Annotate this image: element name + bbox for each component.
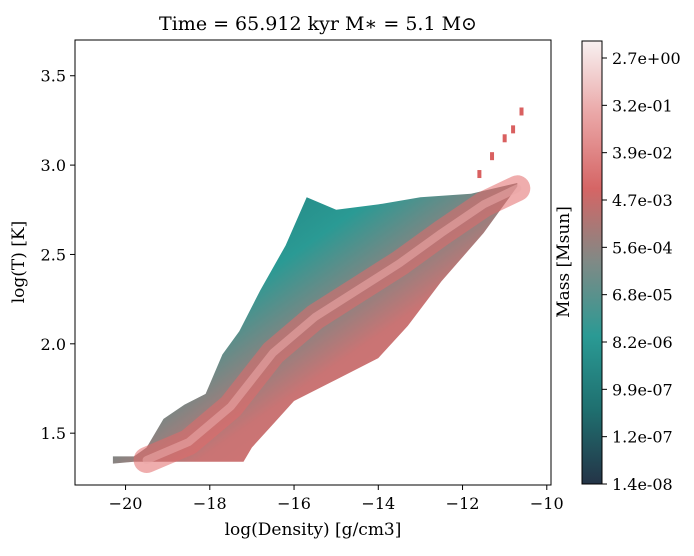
- colorbar-tick-label: 6.8e-05: [612, 286, 673, 305]
- axes-frame: [74, 39, 552, 486]
- y-tick-label: 2.5: [41, 245, 66, 264]
- x-tick-label: −14: [361, 494, 395, 513]
- y-tick-label: 1.5: [41, 424, 66, 443]
- y-tick-label: 2.0: [41, 335, 66, 354]
- colorbar-tick-label: 4.7e-03: [612, 191, 673, 210]
- colorbar-tick-label: 3.2e-01: [612, 96, 673, 115]
- x-tick-label: −10: [530, 494, 564, 513]
- colorbar-tick-label: 1.2e-07: [612, 428, 673, 447]
- outlier-point: [477, 170, 482, 179]
- x-tick-label: −18: [193, 494, 227, 513]
- y-tick-label: 3.5: [41, 67, 66, 86]
- y-axis-label: log(T) [K]: [9, 221, 29, 304]
- colorbar: [581, 40, 603, 485]
- y-axis-ticks: 1.5 2.0 2.5 3.0 3.5: [41, 67, 75, 443]
- colorbar-tick-label: 2.7e+00: [612, 49, 681, 68]
- x-axis-ticks: −20 −18 −16 −14 −12 −10: [109, 485, 564, 513]
- colorbar-tick-label: 9.9e-07: [612, 380, 673, 399]
- x-axis-label: log(Density) [g/cm3]: [225, 520, 402, 540]
- colorbar-tick-label: 8.2e-06: [612, 333, 673, 352]
- peak-mass-ridge: [142, 184, 522, 464]
- x-tick-label: −16: [277, 494, 311, 513]
- outlier-point: [490, 152, 495, 161]
- outlier-point: [511, 125, 516, 134]
- colorbar-label: Mass [Msun]: [554, 206, 574, 318]
- y-tick-label: 3.0: [41, 156, 66, 175]
- colorbar-tick-label: 3.9e-02: [612, 144, 673, 163]
- outlier-point: [519, 107, 524, 116]
- x-tick-label: −20: [109, 494, 143, 513]
- colorbar-tick-label: 1.4e-08: [612, 475, 673, 494]
- outlier-point: [502, 134, 507, 143]
- colorbar-tick-label: 5.6e-04: [612, 238, 673, 257]
- x-tick-label: −12: [446, 494, 480, 513]
- colorbar-ticks: 1.4e-08 1.2e-07 9.9e-07 8.2e-06 6.8e-05 5.6e-…: [602, 49, 681, 494]
- chart-title: Time = 65.912 kyr M∗ = 5.1 M⊙: [159, 13, 477, 35]
- plot-area: [112, 107, 531, 473]
